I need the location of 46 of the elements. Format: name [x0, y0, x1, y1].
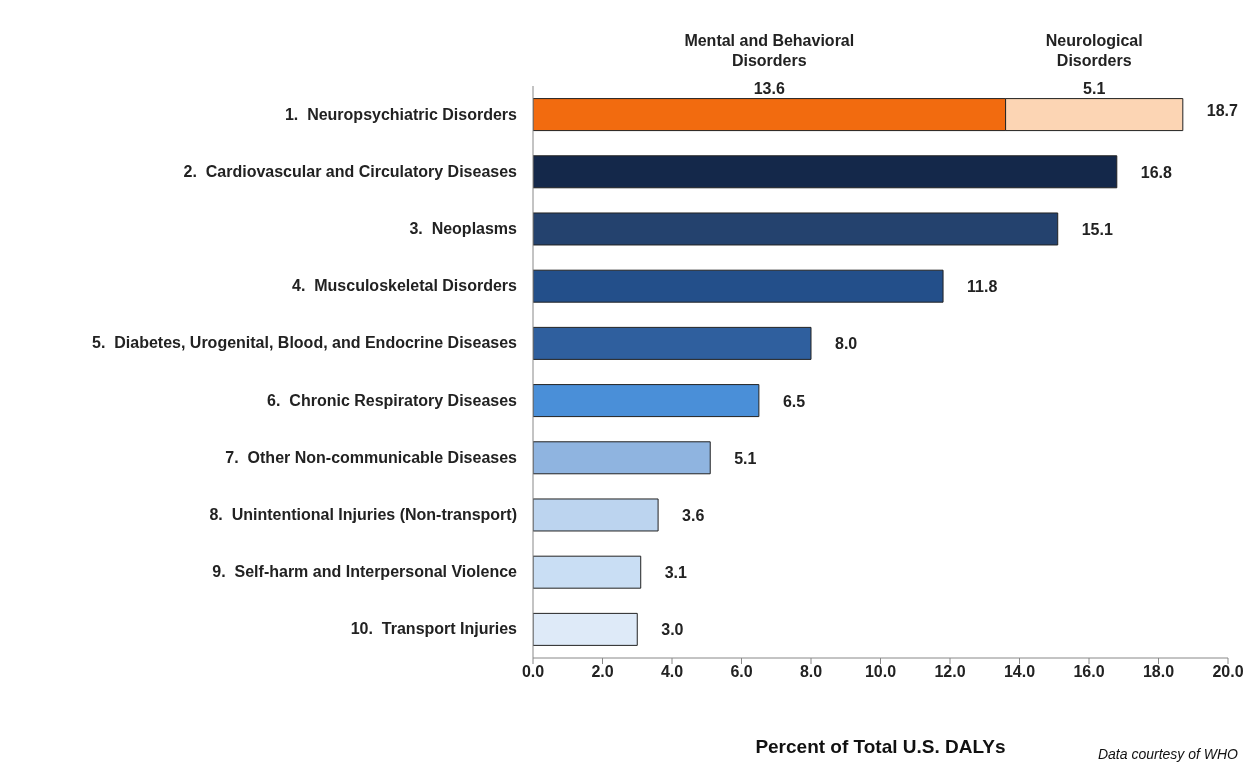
bar	[533, 384, 760, 418]
total-label: 18.7	[1206, 101, 1239, 119]
bar	[533, 269, 944, 303]
y-tick-label: 4. Musculoskeletal Disorders	[292, 277, 518, 295]
x-tick-label: 18.0	[1142, 663, 1175, 681]
y-tick-label: 6. Chronic Respiratory Diseases	[267, 391, 518, 409]
x-tick-label: 20.0	[1212, 663, 1244, 681]
data-label: 5.1	[1083, 79, 1106, 97]
x-tick-label: 10.0	[864, 663, 897, 681]
bar	[533, 212, 1059, 246]
bar	[533, 326, 812, 360]
x-axis-title: Percent of Total U.S. DALYs	[755, 736, 1006, 757]
y-tick-label: 9. Self-harm and Interpersonal Violence	[212, 563, 518, 581]
x-tick-label: 6.0	[730, 663, 753, 681]
x-tick-label: 14.0	[1003, 663, 1036, 681]
data-label: 13.6	[753, 79, 785, 97]
data-label: 6.5	[782, 392, 806, 410]
bar	[533, 155, 1118, 189]
x-tick-label: 2.0	[591, 663, 614, 681]
series-label: Neurological Disorders	[1045, 31, 1143, 69]
y-tick-label: 3. Neoplasms	[409, 220, 518, 237]
data-label: 3.0	[661, 621, 684, 639]
data-label: 3.1	[664, 564, 688, 582]
bar	[533, 441, 711, 475]
y-tick-label: 8. Unintentional Injuries (Non-transport)	[209, 506, 517, 523]
bar	[533, 498, 659, 532]
x-tick-label: 0.0	[521, 663, 545, 681]
y-tick-label: 10. Transport Injuries	[350, 620, 518, 638]
data-label: 16.8	[1140, 163, 1173, 181]
x-tick-label: 16.0	[1073, 663, 1105, 681]
data-label: 3.6	[682, 506, 705, 524]
y-tick-label: 1. Neuropsychiatric Disorders	[284, 105, 518, 123]
data-label: 11.8	[967, 278, 998, 296]
y-tick-label: 5. Diabetes, Urogenital, Blood, and Endocrine Diseases	[92, 334, 518, 352]
series-label: Mental and Behavioral Disorders	[684, 31, 855, 69]
x-tick-label: 4.0	[660, 663, 684, 681]
y-tick-label: 7. Other Non-communicable Diseases	[225, 448, 518, 466]
x-tick-label: 8.0	[799, 663, 823, 681]
bar	[533, 612, 638, 646]
data-label: 8.0	[835, 335, 858, 353]
text: Data courtesy of WHO	[1097, 746, 1238, 762]
data-label: 5.1	[734, 449, 757, 467]
data-label: 15.1	[1081, 220, 1113, 238]
y-tick-label: 2. Cardiovascular and Circulatory Diseases	[183, 162, 518, 180]
x-tick-label: 12.0	[934, 663, 966, 681]
bar	[533, 555, 642, 589]
